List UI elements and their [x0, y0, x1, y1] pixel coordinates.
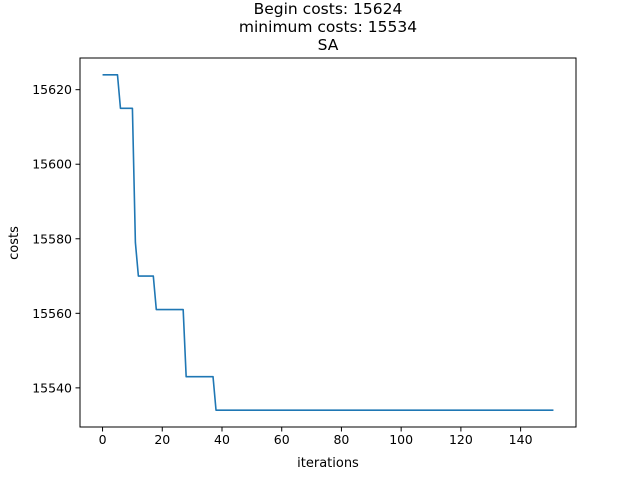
y-tick-label: 15620: [32, 82, 72, 97]
y-axis-label: costs: [7, 226, 22, 260]
x-tick-label: 140: [509, 432, 533, 447]
x-tick-label: 120: [449, 432, 473, 447]
y-tick-label: 15600: [32, 157, 72, 172]
series-line-0: [102, 73, 554, 412]
x-tick-label: 40: [214, 432, 230, 447]
y-tick-label: 15560: [32, 306, 72, 321]
plot-frame: [79, 57, 577, 428]
x-tick-label: 60: [274, 432, 290, 447]
x-tick-label: 80: [333, 432, 349, 447]
chart-title-line-1: Begin costs: 15624: [254, 0, 403, 18]
chart-title-line-2: minimum costs: 15534: [239, 18, 417, 36]
x-axis-label: iterations: [297, 456, 359, 471]
x-tick-label: 100: [389, 432, 413, 447]
y-tick-label: 15580: [32, 231, 72, 246]
y-tick-label: 15540: [32, 380, 72, 395]
chart-title-line-3: SA: [318, 36, 339, 54]
x-tick-label: 20: [154, 432, 170, 447]
x-tick-label: 0: [99, 432, 107, 447]
